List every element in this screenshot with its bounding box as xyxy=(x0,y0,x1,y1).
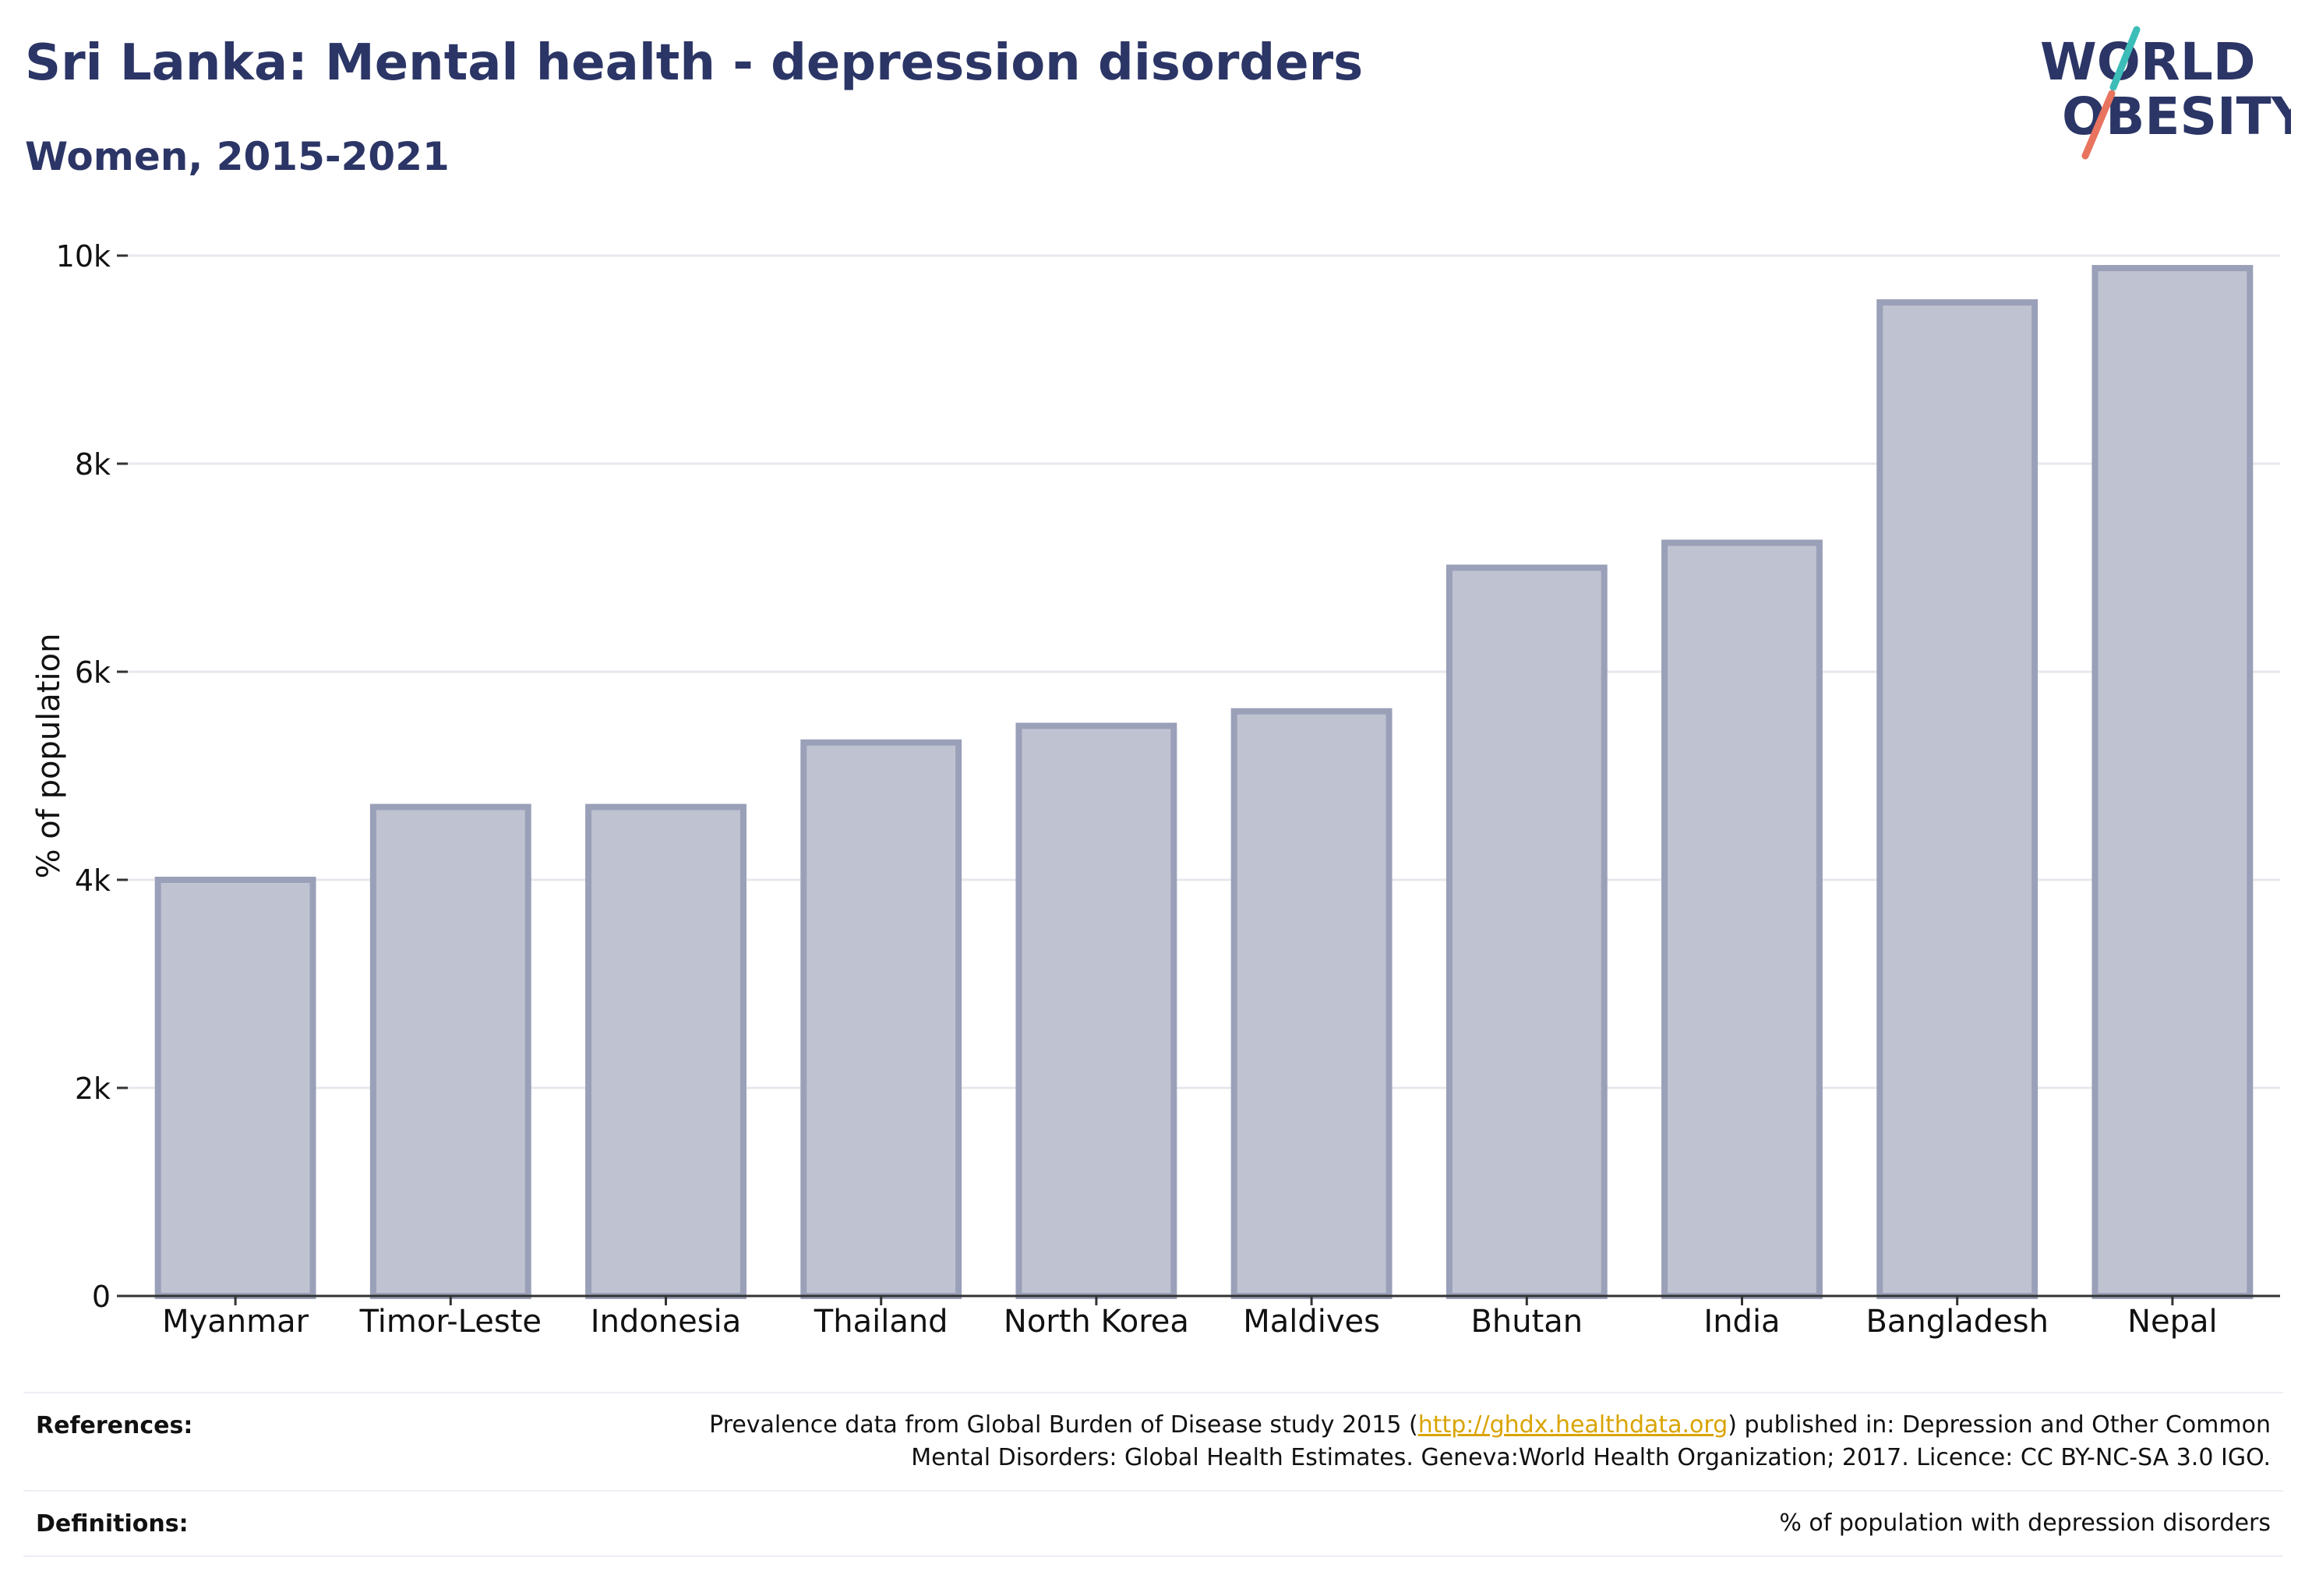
x-tick-label: Maldives xyxy=(1243,1304,1380,1340)
bar-myanmar[interactable] xyxy=(154,877,316,1299)
bars xyxy=(154,265,2254,1300)
y-tick-label: 0 xyxy=(92,1280,111,1314)
x-tick-label: Timor-Leste xyxy=(359,1304,542,1340)
axes: 0 2k 4k 6k 8k 10k Myanmar Timor-Leste Indonesia T… xyxy=(56,239,2280,1340)
bar-india[interactable] xyxy=(1661,539,1823,1299)
y-tick-label: 2k xyxy=(75,1072,111,1106)
definitions-text: % of population with depression disorder… xyxy=(1779,1509,2271,1537)
x-tick-label: Bhutan xyxy=(1470,1304,1583,1340)
footer-divider-bottom xyxy=(23,1555,2283,1557)
logo-slash-teal xyxy=(2109,26,2141,91)
y-tick-label: 8k xyxy=(75,447,111,482)
logo-line-1: WORLD xyxy=(2040,32,2256,92)
definitions-label: Definitions: xyxy=(36,1510,189,1538)
footer-divider-top xyxy=(23,1392,2283,1393)
y-tick-label: 6k xyxy=(75,655,111,690)
bar-chart: 0 2k 4k 6k 8k 10k Myanmar Timor-Leste Indonesia T… xyxy=(31,239,2280,1340)
x-tick-label: Bangladesh xyxy=(1866,1304,2049,1340)
definitions-section: Definitions: % of population with depres… xyxy=(23,1507,2283,1554)
references-line1-post: ) published in: Depression and Other Com… xyxy=(1728,1411,2271,1439)
y-axis-label: % of population xyxy=(31,634,67,879)
y-tick-label: 10k xyxy=(56,239,111,274)
bar-bhutan[interactable] xyxy=(1445,564,1608,1299)
bar-maldives[interactable] xyxy=(1230,708,1393,1299)
x-tick-label: Myanmar xyxy=(162,1304,309,1340)
world-obesity-logo: WORLD OBESITY xyxy=(2040,26,2291,160)
references-link[interactable]: http://ghdx.healthdata.org xyxy=(1417,1411,1728,1439)
bar-bangladesh[interactable] xyxy=(1876,299,2038,1300)
bar-thailand[interactable] xyxy=(800,739,962,1299)
chart-subtitle: Women, 2015-2021 xyxy=(25,134,450,179)
chart-title: Sri Lanka: Mental health - depression di… xyxy=(25,34,1364,92)
references-text: Prevalence data from Global Burden of Di… xyxy=(709,1409,2271,1474)
x-tick-label: Indonesia xyxy=(591,1304,741,1340)
references-line1-pre: Prevalence data from Global Burden of Di… xyxy=(709,1411,1418,1439)
footer-divider-middle xyxy=(23,1490,2283,1492)
bar-timor-leste[interactable] xyxy=(369,803,531,1300)
references-line2: Mental Disorders: Global Health Estimate… xyxy=(911,1444,2271,1471)
y-tick-label: 4k xyxy=(75,863,111,898)
x-tick-label: Thailand xyxy=(814,1304,948,1340)
bar-north-korea[interactable] xyxy=(1015,722,1177,1299)
logo-slash-coral xyxy=(2081,90,2116,160)
references-section: References: Prevalence data from Global … xyxy=(23,1409,2283,1487)
x-tick-label: India xyxy=(1703,1304,1780,1340)
references-label: References: xyxy=(36,1412,193,1439)
bar-indonesia[interactable] xyxy=(585,803,747,1300)
bar-nepal[interactable] xyxy=(2091,265,2254,1299)
x-tick-label: North Korea xyxy=(1004,1304,1189,1340)
x-tick-label: Nepal xyxy=(2127,1304,2218,1340)
